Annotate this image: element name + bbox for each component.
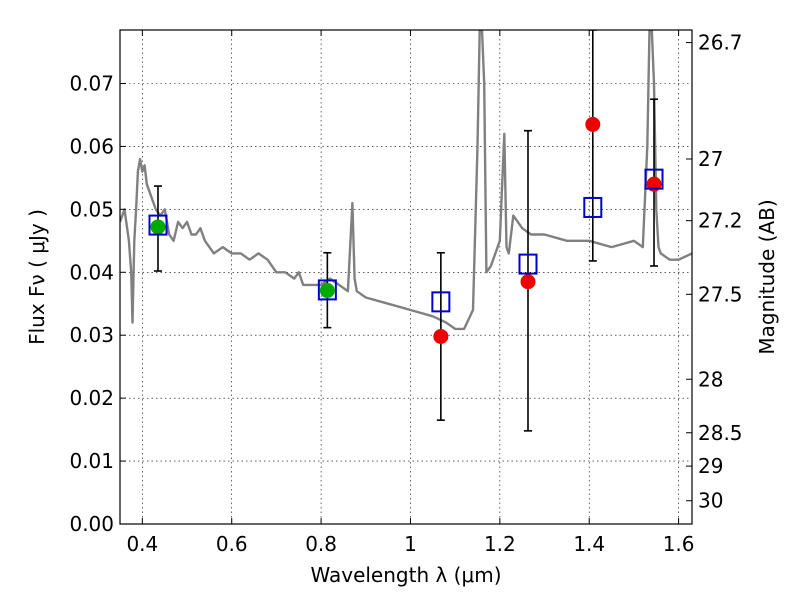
x-tick-label: 0.8 [305, 532, 337, 556]
model-band-point [317, 279, 337, 301]
plot-frame [119, 29, 693, 525]
y2-tick-label: 28 [698, 367, 723, 391]
model-band-point [644, 168, 664, 190]
y-tick-label: 0.00 [69, 512, 114, 536]
data-points-layer [148, 30, 664, 432]
model-band-point [518, 253, 538, 275]
y-tick-label: 0.06 [69, 134, 114, 158]
y-tick-label: 0.01 [69, 449, 114, 473]
red-data-point [520, 274, 536, 290]
y2-tick-label: 27 [698, 147, 723, 171]
model-spectrum-line [120, 30, 692, 331]
green-data-point [319, 283, 335, 299]
red-data-point [585, 116, 601, 132]
x-tick-label: 1.6 [663, 532, 695, 556]
x-tick-label: 0.4 [126, 532, 158, 556]
ticks: 0.4 0.6 0.8 1 1.2 1.4 1.6 0.00 0.01 0.02 0.03 0.04 0… [69, 30, 743, 556]
y2-tick-label: 27.5 [698, 282, 743, 306]
y2-axis-title: Magnitude (AB) [755, 199, 779, 354]
y2-tick-label: 29 [698, 454, 723, 478]
y2-tick-label: 30 [698, 489, 723, 513]
x-tick-label: 1 [404, 532, 417, 556]
x-tick-label: 0.6 [216, 532, 248, 556]
x-tick-label: 1.2 [484, 532, 516, 556]
y2-tick-label: 28.5 [698, 421, 743, 445]
y2-tick-label: 26.7 [698, 31, 743, 55]
model-band-point [583, 196, 603, 218]
green-data-point [150, 219, 166, 235]
x-tick-label: 1.4 [573, 532, 605, 556]
y2-tick-label: 27.2 [698, 209, 743, 233]
y-tick-label: 0.02 [69, 386, 114, 410]
y-tick-label: 0.04 [69, 260, 114, 284]
y-axis-title: Flux Fν ( μJy ) [25, 209, 49, 345]
model-band-point [431, 291, 451, 313]
x-axis-title: Wavelength λ (μm) [310, 563, 501, 587]
grid [120, 30, 692, 524]
y-tick-label: 0.03 [69, 323, 114, 347]
model-spectrum-layer [120, 30, 692, 331]
y-tick-label: 0.07 [69, 71, 114, 95]
red-data-point [433, 328, 449, 344]
model-band-point [148, 214, 168, 236]
y-tick-label: 0.05 [69, 197, 114, 221]
